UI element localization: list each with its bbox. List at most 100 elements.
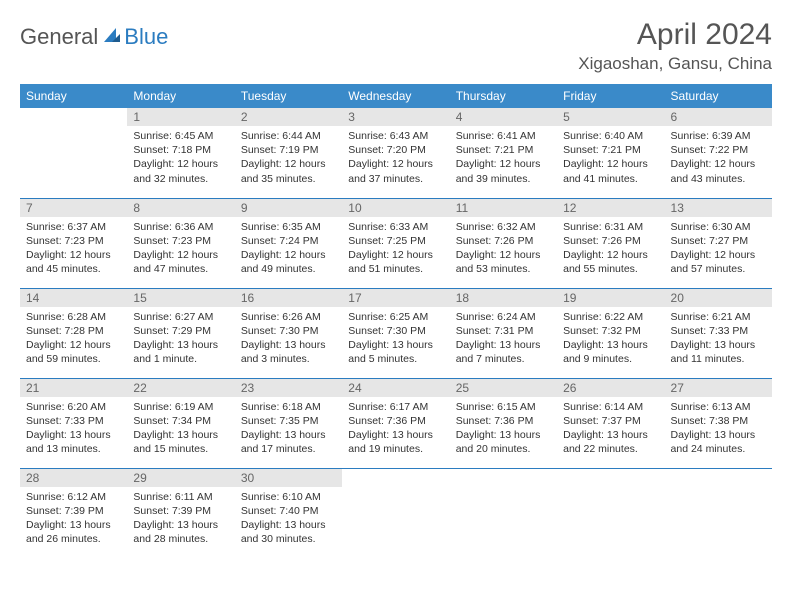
sunrise-text: Sunrise: 6:12 AM bbox=[26, 490, 121, 504]
sunrise-text: Sunrise: 6:41 AM bbox=[456, 129, 551, 143]
calendar-cell bbox=[342, 468, 449, 558]
day-number: 11 bbox=[450, 199, 557, 217]
day-body: Sunrise: 6:33 AMSunset: 7:25 PMDaylight:… bbox=[342, 217, 449, 281]
sunset-text: Sunset: 7:25 PM bbox=[348, 234, 443, 248]
calendar-cell bbox=[450, 468, 557, 558]
day-body: Sunrise: 6:21 AMSunset: 7:33 PMDaylight:… bbox=[665, 307, 772, 371]
sunset-text: Sunset: 7:31 PM bbox=[456, 324, 551, 338]
daylight-text: Daylight: 13 hours and 1 minute. bbox=[133, 338, 228, 366]
day-number: 10 bbox=[342, 199, 449, 217]
calendar-body: 1Sunrise: 6:45 AMSunset: 7:18 PMDaylight… bbox=[20, 108, 772, 558]
sunrise-text: Sunrise: 6:39 AM bbox=[671, 129, 766, 143]
calendar-cell: 10Sunrise: 6:33 AMSunset: 7:25 PMDayligh… bbox=[342, 198, 449, 288]
calendar-cell: 16Sunrise: 6:26 AMSunset: 7:30 PMDayligh… bbox=[235, 288, 342, 378]
day-number: 28 bbox=[20, 469, 127, 487]
logo-sail-icon bbox=[102, 25, 122, 50]
calendar-cell: 26Sunrise: 6:14 AMSunset: 7:37 PMDayligh… bbox=[557, 378, 664, 468]
day-body: Sunrise: 6:10 AMSunset: 7:40 PMDaylight:… bbox=[235, 487, 342, 551]
sunset-text: Sunset: 7:26 PM bbox=[563, 234, 658, 248]
sunset-text: Sunset: 7:32 PM bbox=[563, 324, 658, 338]
calendar-cell: 3Sunrise: 6:43 AMSunset: 7:20 PMDaylight… bbox=[342, 108, 449, 198]
calendar-cell: 19Sunrise: 6:22 AMSunset: 7:32 PMDayligh… bbox=[557, 288, 664, 378]
day-number: 8 bbox=[127, 199, 234, 217]
calendar-cell: 18Sunrise: 6:24 AMSunset: 7:31 PMDayligh… bbox=[450, 288, 557, 378]
logo: General Blue bbox=[20, 24, 168, 50]
day-number: 16 bbox=[235, 289, 342, 307]
day-body: Sunrise: 6:31 AMSunset: 7:26 PMDaylight:… bbox=[557, 217, 664, 281]
sunset-text: Sunset: 7:20 PM bbox=[348, 143, 443, 157]
sunrise-text: Sunrise: 6:35 AM bbox=[241, 220, 336, 234]
day-body: Sunrise: 6:44 AMSunset: 7:19 PMDaylight:… bbox=[235, 126, 342, 190]
calendar-cell: 27Sunrise: 6:13 AMSunset: 7:38 PMDayligh… bbox=[665, 378, 772, 468]
calendar-week: 14Sunrise: 6:28 AMSunset: 7:28 PMDayligh… bbox=[20, 288, 772, 378]
sunset-text: Sunset: 7:21 PM bbox=[563, 143, 658, 157]
daylight-text: Daylight: 13 hours and 20 minutes. bbox=[456, 428, 551, 456]
calendar-week: 7Sunrise: 6:37 AMSunset: 7:23 PMDaylight… bbox=[20, 198, 772, 288]
day-number: 5 bbox=[557, 108, 664, 126]
sunrise-text: Sunrise: 6:43 AM bbox=[348, 129, 443, 143]
daylight-text: Daylight: 13 hours and 15 minutes. bbox=[133, 428, 228, 456]
sunset-text: Sunset: 7:19 PM bbox=[241, 143, 336, 157]
day-number: 2 bbox=[235, 108, 342, 126]
sunset-text: Sunset: 7:18 PM bbox=[133, 143, 228, 157]
calendar-head: SundayMondayTuesdayWednesdayThursdayFrid… bbox=[20, 84, 772, 108]
day-number: 18 bbox=[450, 289, 557, 307]
day-body: Sunrise: 6:12 AMSunset: 7:39 PMDaylight:… bbox=[20, 487, 127, 551]
calendar-cell: 25Sunrise: 6:15 AMSunset: 7:36 PMDayligh… bbox=[450, 378, 557, 468]
calendar-cell: 13Sunrise: 6:30 AMSunset: 7:27 PMDayligh… bbox=[665, 198, 772, 288]
day-number: 22 bbox=[127, 379, 234, 397]
calendar-cell bbox=[665, 468, 772, 558]
sunrise-text: Sunrise: 6:31 AM bbox=[563, 220, 658, 234]
sunrise-text: Sunrise: 6:15 AM bbox=[456, 400, 551, 414]
sunset-text: Sunset: 7:40 PM bbox=[241, 504, 336, 518]
day-body: Sunrise: 6:28 AMSunset: 7:28 PMDaylight:… bbox=[20, 307, 127, 371]
daylight-text: Daylight: 12 hours and 59 minutes. bbox=[26, 338, 121, 366]
daylight-text: Daylight: 13 hours and 30 minutes. bbox=[241, 518, 336, 546]
day-number: 26 bbox=[557, 379, 664, 397]
sunset-text: Sunset: 7:23 PM bbox=[133, 234, 228, 248]
daylight-text: Daylight: 12 hours and 35 minutes. bbox=[241, 157, 336, 185]
daylight-text: Daylight: 12 hours and 45 minutes. bbox=[26, 248, 121, 276]
calendar-cell: 12Sunrise: 6:31 AMSunset: 7:26 PMDayligh… bbox=[557, 198, 664, 288]
sunset-text: Sunset: 7:36 PM bbox=[456, 414, 551, 428]
day-number: 27 bbox=[665, 379, 772, 397]
weekday-header: Friday bbox=[557, 84, 664, 108]
calendar-cell: 8Sunrise: 6:36 AMSunset: 7:23 PMDaylight… bbox=[127, 198, 234, 288]
sunrise-text: Sunrise: 6:40 AM bbox=[563, 129, 658, 143]
sunset-text: Sunset: 7:33 PM bbox=[671, 324, 766, 338]
day-number: 19 bbox=[557, 289, 664, 307]
sunrise-text: Sunrise: 6:37 AM bbox=[26, 220, 121, 234]
sunrise-text: Sunrise: 6:10 AM bbox=[241, 490, 336, 504]
sunset-text: Sunset: 7:39 PM bbox=[26, 504, 121, 518]
day-number: 9 bbox=[235, 199, 342, 217]
calendar-cell: 17Sunrise: 6:25 AMSunset: 7:30 PMDayligh… bbox=[342, 288, 449, 378]
day-body: Sunrise: 6:24 AMSunset: 7:31 PMDaylight:… bbox=[450, 307, 557, 371]
day-number: 4 bbox=[450, 108, 557, 126]
calendar-cell: 4Sunrise: 6:41 AMSunset: 7:21 PMDaylight… bbox=[450, 108, 557, 198]
day-number: 30 bbox=[235, 469, 342, 487]
daylight-text: Daylight: 13 hours and 3 minutes. bbox=[241, 338, 336, 366]
day-body: Sunrise: 6:20 AMSunset: 7:33 PMDaylight:… bbox=[20, 397, 127, 461]
calendar-cell: 9Sunrise: 6:35 AMSunset: 7:24 PMDaylight… bbox=[235, 198, 342, 288]
logo-text-general: General bbox=[20, 24, 98, 50]
header: General Blue April 2024 Xigaoshan, Gansu… bbox=[20, 18, 772, 74]
sunset-text: Sunset: 7:37 PM bbox=[563, 414, 658, 428]
day-number: 15 bbox=[127, 289, 234, 307]
title-block: April 2024 Xigaoshan, Gansu, China bbox=[578, 18, 772, 74]
calendar-cell: 21Sunrise: 6:20 AMSunset: 7:33 PMDayligh… bbox=[20, 378, 127, 468]
sunset-text: Sunset: 7:39 PM bbox=[133, 504, 228, 518]
day-body: Sunrise: 6:30 AMSunset: 7:27 PMDaylight:… bbox=[665, 217, 772, 281]
day-number: 17 bbox=[342, 289, 449, 307]
day-body: Sunrise: 6:39 AMSunset: 7:22 PMDaylight:… bbox=[665, 126, 772, 190]
day-body: Sunrise: 6:15 AMSunset: 7:36 PMDaylight:… bbox=[450, 397, 557, 461]
location-text: Xigaoshan, Gansu, China bbox=[578, 54, 772, 74]
daylight-text: Daylight: 13 hours and 19 minutes. bbox=[348, 428, 443, 456]
sunrise-text: Sunrise: 6:36 AM bbox=[133, 220, 228, 234]
calendar-cell bbox=[557, 468, 664, 558]
day-number: 21 bbox=[20, 379, 127, 397]
sunset-text: Sunset: 7:30 PM bbox=[348, 324, 443, 338]
day-number: 29 bbox=[127, 469, 234, 487]
page-title: April 2024 bbox=[578, 18, 772, 52]
sunrise-text: Sunrise: 6:27 AM bbox=[133, 310, 228, 324]
sunset-text: Sunset: 7:30 PM bbox=[241, 324, 336, 338]
